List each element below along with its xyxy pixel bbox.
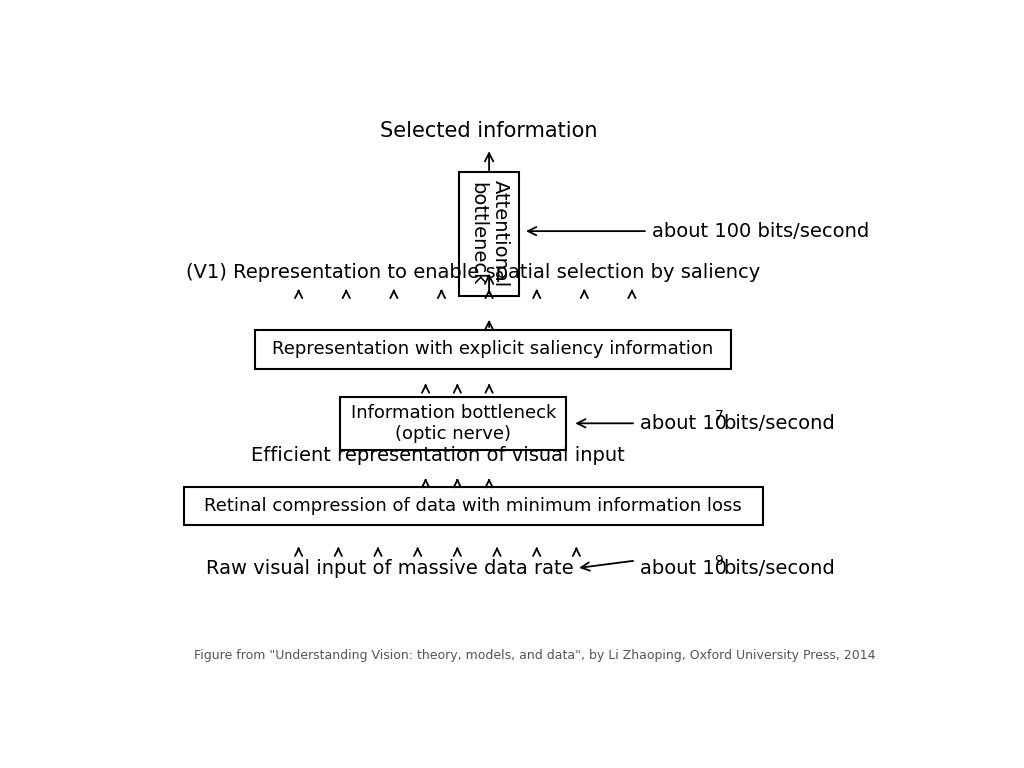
Text: about 10: about 10 bbox=[640, 414, 727, 433]
Text: 7: 7 bbox=[715, 409, 723, 422]
Text: Attentional
bottleneck: Attentional bottleneck bbox=[469, 180, 510, 288]
Text: 9: 9 bbox=[715, 554, 723, 568]
Text: Representation with explicit saliency information: Representation with explicit saliency in… bbox=[272, 340, 714, 359]
FancyBboxPatch shape bbox=[460, 172, 519, 296]
Text: bits/second: bits/second bbox=[723, 558, 835, 578]
Text: Selected information: Selected information bbox=[380, 121, 598, 141]
Text: Raw visual input of massive data rate: Raw visual input of massive data rate bbox=[206, 558, 573, 578]
Text: (V1) Representation to enable spatial selection by saliency: (V1) Representation to enable spatial se… bbox=[186, 263, 761, 282]
Text: about 100 bits/second: about 100 bits/second bbox=[652, 222, 869, 240]
FancyBboxPatch shape bbox=[255, 330, 731, 369]
FancyBboxPatch shape bbox=[183, 487, 763, 525]
Text: about 10: about 10 bbox=[640, 558, 727, 578]
FancyBboxPatch shape bbox=[340, 397, 566, 450]
Text: Retinal compression of data with minimum information loss: Retinal compression of data with minimum… bbox=[205, 497, 742, 515]
Text: Efficient representation of visual input: Efficient representation of visual input bbox=[251, 446, 625, 465]
Text: Information bottleneck
(optic nerve): Information bottleneck (optic nerve) bbox=[350, 404, 556, 442]
Text: bits/second: bits/second bbox=[723, 414, 835, 433]
Text: Figure from "Understanding Vision: theory, models, and data", by Li Zhaoping, Ox: Figure from "Understanding Vision: theor… bbox=[194, 649, 876, 662]
